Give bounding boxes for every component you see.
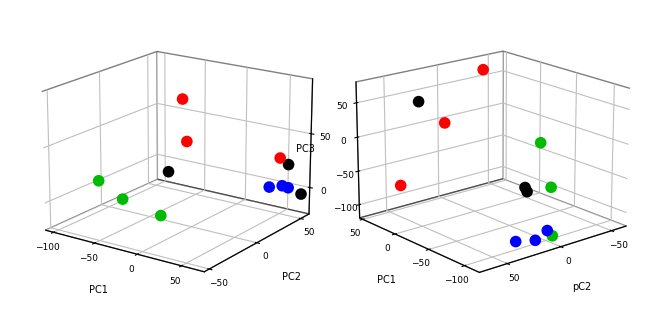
X-axis label: pC2: pC2 [572, 282, 592, 292]
Y-axis label: PC2: PC2 [282, 272, 301, 282]
Y-axis label: PC1: PC1 [377, 275, 396, 285]
X-axis label: PC1: PC1 [89, 285, 108, 295]
